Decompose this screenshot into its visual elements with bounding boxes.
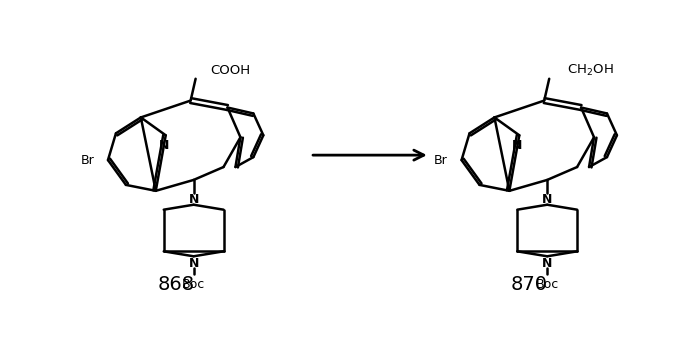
Text: N: N <box>159 139 169 152</box>
Text: N: N <box>542 257 552 270</box>
Text: N: N <box>188 193 199 206</box>
Text: 870: 870 <box>511 275 548 294</box>
Text: N: N <box>542 193 552 206</box>
Text: N: N <box>512 139 522 152</box>
Text: Boc: Boc <box>182 278 205 291</box>
Text: 868: 868 <box>157 275 195 294</box>
Text: Boc: Boc <box>536 278 559 291</box>
Text: Br: Br <box>80 153 94 167</box>
Text: CH$_2$OH: CH$_2$OH <box>567 63 614 78</box>
Text: N: N <box>188 257 199 270</box>
Text: Br: Br <box>434 153 447 167</box>
Text: COOH: COOH <box>211 64 251 77</box>
